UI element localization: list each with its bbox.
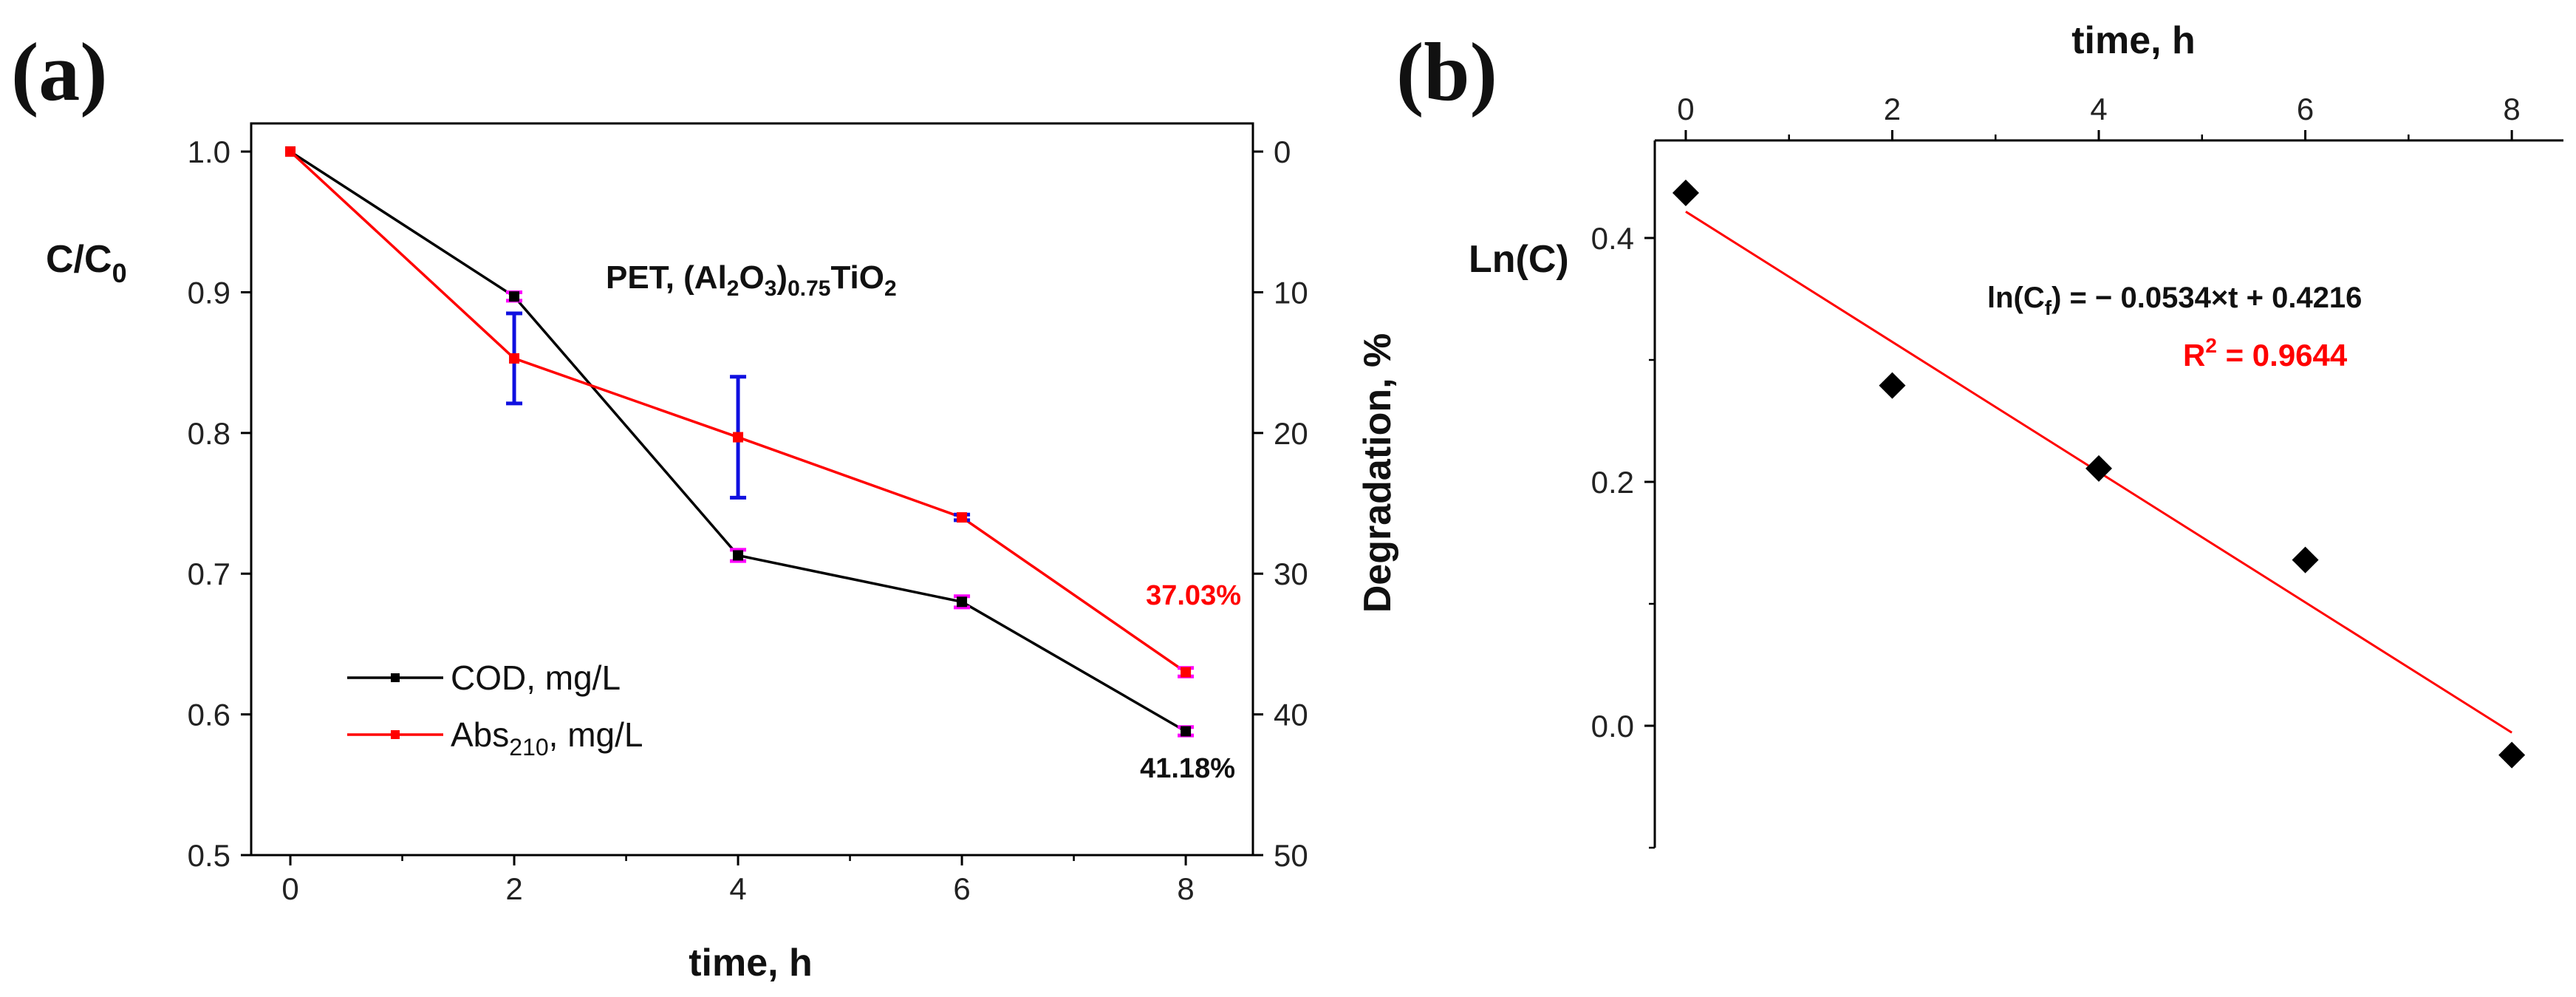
series-abs-point	[733, 432, 744, 443]
panel-b-equation-pre: ln(C	[1987, 282, 2045, 314]
b-xtick-label: 4	[2090, 92, 2107, 126]
a-y2tick-label: 10	[1274, 275, 1308, 310]
series-cod-point	[1181, 726, 1192, 737]
panel-a-title-part-mid2: )	[776, 259, 788, 296]
a-xtick-label: 6	[953, 871, 970, 906]
panel-b-equation-post: ) = − 0.0534×t + 0.4216	[2051, 282, 2362, 314]
a-ytick-label: 0.9	[188, 275, 230, 310]
panel-a-ylabel-sub: 0	[112, 258, 127, 288]
annotation-cod-final: 41.18%	[1140, 753, 1235, 784]
panel-a-title-sub4: 2	[884, 276, 897, 301]
b-ytick-label: 0.2	[1591, 465, 1634, 500]
a-ytick-label: 1.0	[188, 135, 230, 169]
panel-a-title-sub1: 2	[727, 276, 739, 301]
legend-abs-label-post: , mg/L	[549, 715, 643, 754]
panel-b-xlabel: time, h	[2071, 19, 2196, 62]
panel-a-chart: (a) PET, (Al2O3)0.75TiO2 C/C0 Degradatio…	[11, 27, 1399, 984]
series-abs-point	[957, 512, 968, 523]
panel-a-title-part-pre: PET, (Al	[606, 259, 727, 296]
legend-abs-label-base: Abs	[451, 715, 509, 754]
b-xtick-label: 0	[1677, 92, 1694, 126]
panel-a-y2label: Degradation, %	[1356, 333, 1399, 613]
panel-a-label: (a)	[11, 27, 108, 118]
a-y2tick-label: 40	[1274, 698, 1308, 732]
series-cod-point	[733, 550, 744, 561]
panel-a-title-part-post: TiO	[830, 259, 884, 296]
panel-a-xlabel: time, h	[689, 942, 813, 984]
legend-abs-label-sub: 210	[509, 734, 548, 760]
a-y2tick-label: 30	[1274, 557, 1308, 591]
panel-a-ticks: 0 2 4 6 8 0.5 0.6 0.7 0.8 0.9 1.0 0 10 20 30 40 50	[188, 135, 1308, 906]
series-abs-point	[285, 146, 296, 157]
a-xtick-label: 4	[729, 871, 746, 906]
panel-b-series	[1672, 179, 2526, 769]
data-point-diamond	[2085, 455, 2113, 482]
data-point-diamond	[1672, 179, 1699, 206]
panel-a-legend: COD, mg/L Abs210, mg/L	[347, 659, 643, 760]
panel-b-r2-sup: 2	[2205, 334, 2217, 357]
panel-a-title-sub2: 3	[765, 276, 777, 301]
legend-abs-label: Abs210, mg/L	[451, 715, 643, 760]
panel-b-label: (b)	[1396, 27, 1497, 118]
panel-a-series	[285, 146, 1195, 738]
data-point-diamond	[1879, 372, 1906, 399]
a-ytick-label: 0.6	[188, 698, 230, 732]
series-abs-point	[1181, 667, 1192, 678]
panel-a-plot-frame	[250, 122, 1254, 857]
panel-a-ylabel-base: C/C	[46, 238, 112, 281]
a-xtick-label: 0	[281, 871, 298, 906]
panel-a-ylabel: C/C0	[46, 238, 127, 288]
a-ytick-label: 0.8	[188, 416, 230, 451]
a-y2tick-label: 0	[1274, 135, 1291, 169]
b-xtick-label: 6	[2297, 92, 2314, 126]
panel-b-ylabel: Ln(C)	[1469, 238, 1569, 281]
panel-a-title-sub3: 0.75	[788, 276, 830, 301]
panel-b-equation: ln(Cf) = − 0.0534×t + 0.4216	[1987, 282, 2362, 319]
a-xtick-label: 8	[1177, 871, 1194, 906]
series-cod-point	[957, 596, 968, 608]
b-xtick-label: 2	[1884, 92, 1901, 126]
panel-b-ticks: 0 2 4 6 8 0.0 0.2 0.4	[1591, 92, 2521, 849]
legend-cod-label: COD, mg/L	[451, 659, 621, 697]
b-ytick-label: 0.4	[1591, 221, 1634, 256]
annotation-abs-final: 37.03%	[1146, 580, 1241, 611]
panel-b-r2-post: = 0.9644	[2217, 338, 2348, 372]
a-xtick-label: 2	[505, 871, 522, 906]
panel-a-title: PET, (Al2O3)0.75TiO2	[606, 259, 897, 301]
a-y2tick-label: 20	[1274, 416, 1308, 451]
legend-cod-marker	[391, 673, 400, 682]
panel-b-chart: (b) time, h Ln(C) ln(Cf) = − 0.0534×t + …	[1396, 19, 2563, 849]
series-abs-point	[509, 353, 520, 364]
data-point-diamond	[2498, 741, 2526, 769]
panel-b-r2-base: R	[2183, 338, 2205, 372]
series-cod-point	[509, 291, 520, 302]
a-y2tick-label: 50	[1274, 838, 1308, 873]
a-ytick-label: 0.7	[188, 557, 230, 591]
panel-b-r2: R2 = 0.9644	[2183, 334, 2348, 372]
legend-abs-marker	[391, 730, 400, 739]
panel-b-equation-sub: f	[2045, 296, 2052, 319]
a-ytick-label: 0.5	[188, 838, 230, 873]
data-point-diamond	[2292, 546, 2319, 574]
b-ytick-label: 0.0	[1591, 709, 1634, 744]
panel-a-title-part-mid: O	[739, 259, 764, 296]
b-xtick-label: 8	[2503, 92, 2520, 126]
